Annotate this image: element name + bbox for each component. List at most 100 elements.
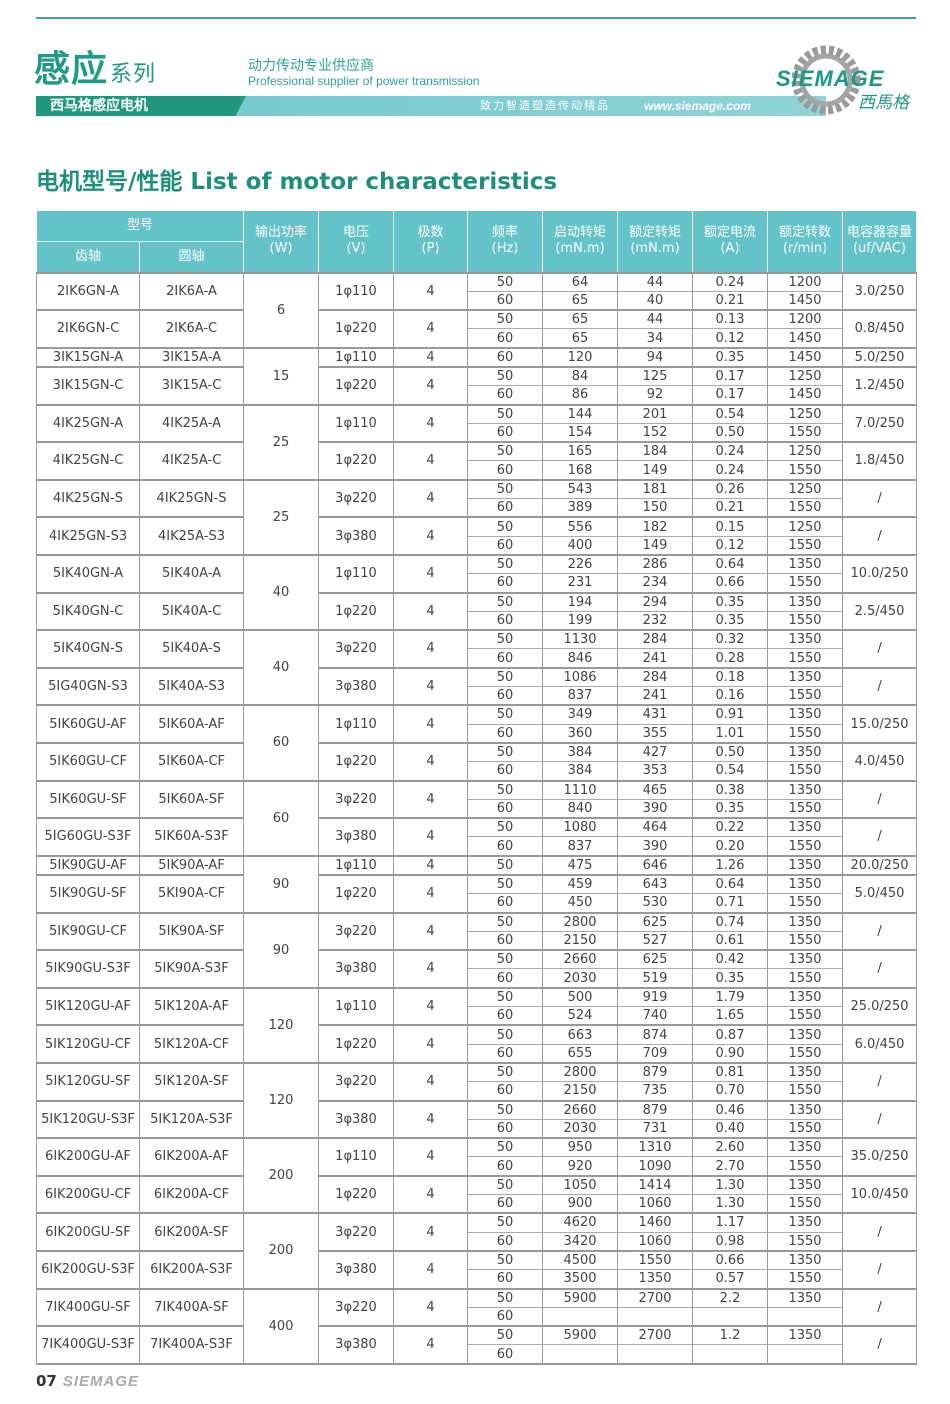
round-shaft-model: 5IK90A-S3F xyxy=(138,949,245,988)
start-torque: 384 xyxy=(542,741,619,762)
header-voltage: 电压 (V) xyxy=(318,210,395,273)
voltage: 3φ220 xyxy=(318,779,395,819)
capacitor: / xyxy=(842,1287,918,1327)
frequency: 50 xyxy=(467,854,544,875)
rated-torque: 353 xyxy=(617,761,694,781)
rated-torque: 465 xyxy=(617,779,694,800)
rated-torque: 625 xyxy=(617,949,694,969)
start-torque: 360 xyxy=(542,723,619,743)
rated-current: 1.65 xyxy=(692,1006,769,1026)
frequency: 50 xyxy=(467,1099,544,1120)
round-shaft-model: 2IK6A-A xyxy=(138,271,245,311)
start-torque: 4500 xyxy=(542,1249,619,1270)
voltage: 1φ110 xyxy=(318,403,395,443)
rated-speed: 1350 xyxy=(767,1325,844,1345)
rated-current: 0.28 xyxy=(692,648,769,668)
table-row: 60 231 234 0.66 1550 xyxy=(37,573,917,593)
gear-shaft-model: 4IK25GN-C xyxy=(36,441,140,480)
rated-current xyxy=(692,1344,769,1364)
rated-torque: 390 xyxy=(617,798,694,819)
table-row: 60 840 390 0.35 1550 xyxy=(37,798,917,819)
frequency: 60 xyxy=(467,1231,544,1251)
gear-shaft-model: 5IK120GU-AF xyxy=(36,986,140,1026)
output-power: 60 xyxy=(243,704,320,781)
start-torque: 900 xyxy=(542,1194,619,1214)
rated-current: 1.01 xyxy=(692,723,769,743)
header-speed: 额定转数 (r/min) xyxy=(767,210,844,273)
rated-speed: 1550 xyxy=(767,1156,844,1176)
gear-shaft-model: 5IK60GU-AF xyxy=(36,704,140,743)
table-row: 60 3500 1350 0.57 1550 xyxy=(37,1269,917,1289)
rated-torque: 284 xyxy=(617,666,694,687)
rated-torque: 1550 xyxy=(617,1249,694,1270)
rated-speed: 1350 xyxy=(767,704,844,725)
poles: 4 xyxy=(393,591,469,631)
start-torque: 837 xyxy=(542,686,619,706)
frequency: 60 xyxy=(467,723,544,743)
gear-shaft-model: 7IK400GU-SF xyxy=(36,1287,140,1327)
rated-torque: 241 xyxy=(617,686,694,706)
round-shaft-model: 6IK200A-S3F xyxy=(138,1249,245,1289)
rated-current: 2.70 xyxy=(692,1156,769,1176)
table-row: 60 65 40 0.21 1450 xyxy=(37,290,917,311)
frequency: 60 xyxy=(467,930,544,951)
gear-shaft-model: 4IK25GN-S3 xyxy=(36,516,140,555)
rated-current: 0.13 xyxy=(692,309,769,329)
poles: 4 xyxy=(393,874,469,913)
start-torque: 231 xyxy=(542,573,619,593)
rated-current: 0.81 xyxy=(692,1061,769,1082)
voltage: 1φ110 xyxy=(318,704,395,743)
rated-speed: 1550 xyxy=(767,930,844,951)
website-link[interactable]: www.siemage.com xyxy=(644,99,751,113)
rated-speed: 1550 xyxy=(767,1118,844,1139)
start-torque: 400 xyxy=(542,535,619,555)
frequency: 60 xyxy=(467,836,544,856)
rated-speed: 1250 xyxy=(767,365,844,386)
rated-torque: 184 xyxy=(617,441,694,461)
rated-current: 0.87 xyxy=(692,1024,769,1045)
table-row: 5IK40GN-C 5IK40A-C 1φ220 4 50 194 294 0.35 1350 2… xyxy=(36,591,918,631)
output-power: 200 xyxy=(243,1137,320,1214)
rated-current: 0.24 xyxy=(692,460,769,480)
frequency: 50 xyxy=(467,1174,544,1195)
siemage-logo: SIEMAGE 西馬格 xyxy=(776,42,916,118)
frequency: 50 xyxy=(467,1325,544,1345)
voltage: 1φ220 xyxy=(318,441,395,480)
capacitor: 10.0/250 xyxy=(842,553,918,593)
poles: 4 xyxy=(393,854,469,875)
rated-speed: 1450 xyxy=(767,290,844,311)
capacitor: / xyxy=(842,911,918,951)
frequency: 50 xyxy=(467,478,544,499)
capacitor: 3.0/250 xyxy=(842,271,918,311)
rated-speed: 1450 xyxy=(767,346,844,367)
rated-speed: 1450 xyxy=(767,385,844,405)
header-rated-torque: 额定转矩 (mN.m) xyxy=(617,210,694,273)
frequency: 50 xyxy=(467,1287,544,1308)
table-row: 5IK90GU-AF 5IK90A-AF 90 1φ110 4 50 475 646 1.26 1… xyxy=(36,854,918,913)
gear-shaft-model: 5IK60GU-CF xyxy=(36,741,140,781)
frequency: 60 xyxy=(467,460,544,480)
rated-current: 0.20 xyxy=(692,836,769,856)
poles: 4 xyxy=(393,1249,469,1289)
table-row: 6IK200GU-CF 6IK200A-CF 1φ220 4 50 1050 1414 1.3… xyxy=(36,1174,918,1214)
poles: 4 xyxy=(393,704,469,743)
start-torque: 165 xyxy=(542,441,619,461)
gear-shaft-model: 5IK90GU-SF xyxy=(36,874,140,913)
rated-torque: 431 xyxy=(617,704,694,725)
gear-shaft-model: 5IK60GU-SF xyxy=(36,779,140,819)
rated-speed: 1350 xyxy=(767,1212,844,1233)
series-title: 感应系列 xyxy=(34,50,156,95)
slogan-en: Professional supplier of power transmiss… xyxy=(248,74,480,88)
gear-shaft-model: 5IG40GN-S3 xyxy=(36,666,140,706)
frequency: 50 xyxy=(467,817,544,837)
voltage: 3φ220 xyxy=(318,1287,395,1327)
gear-shaft-model: 3IK15GN-A xyxy=(36,346,140,367)
voltage: 3φ380 xyxy=(318,1099,395,1139)
rated-speed: 1350 xyxy=(767,874,844,894)
table-row: 60 384 353 0.54 1550 xyxy=(37,761,917,781)
frequency: 60 xyxy=(467,1043,544,1063)
rated-speed: 1350 xyxy=(767,854,844,875)
frequency: 60 xyxy=(467,1006,544,1026)
round-shaft-model: 5IK60A-CF xyxy=(138,741,245,781)
rated-speed: 1350 xyxy=(767,741,844,762)
